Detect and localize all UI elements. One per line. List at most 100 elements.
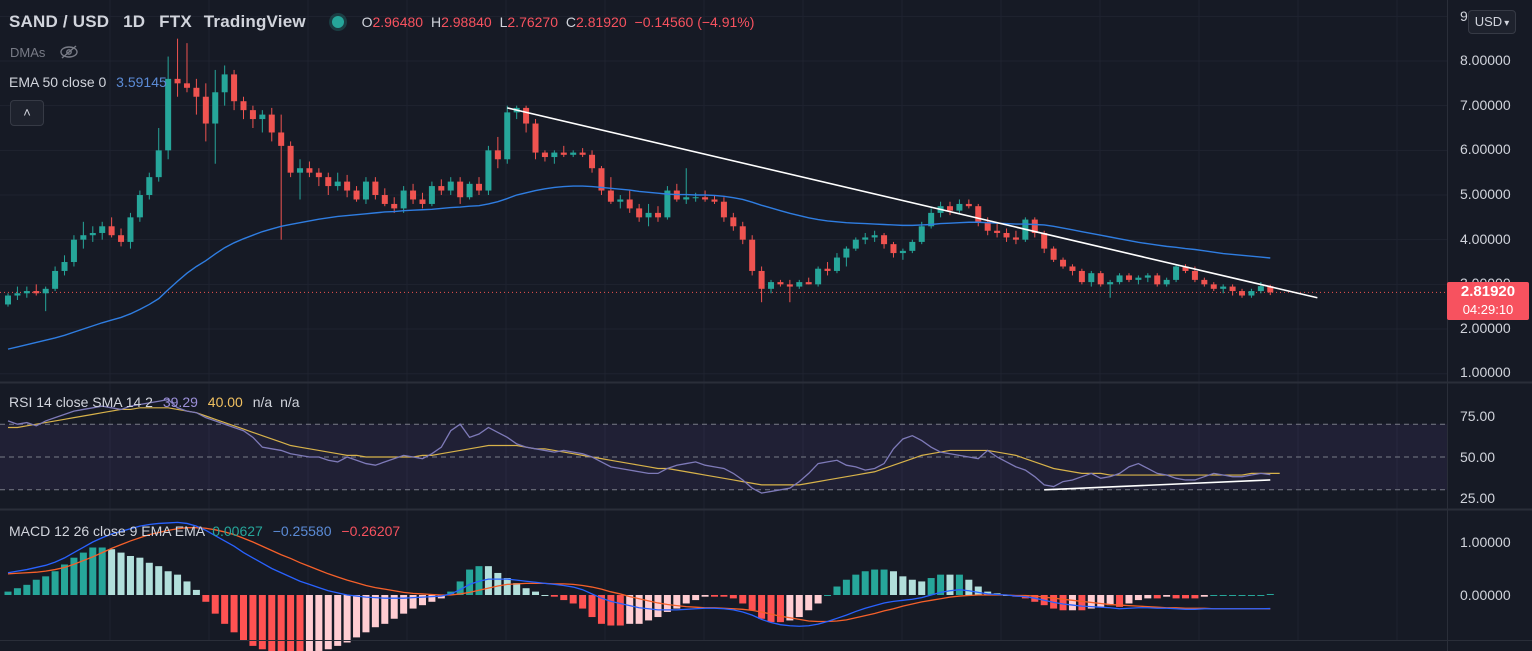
candle xyxy=(1135,275,1142,285)
macd-histogram-bar xyxy=(955,574,963,595)
macd-histogram-bar xyxy=(645,595,653,621)
dmas-legend[interactable]: DMAs xyxy=(10,44,79,62)
open-value: 2.96480 xyxy=(372,14,424,30)
interval[interactable]: 1D xyxy=(123,12,146,31)
macd-tick: 1.00000 xyxy=(1460,534,1511,550)
macd-legend[interactable]: MACD 12 26 close 9 EMA EMA 0.00627 −0.25… xyxy=(9,522,400,540)
candle xyxy=(824,262,831,276)
candle xyxy=(1210,282,1217,292)
ema-legend[interactable]: EMA 50 close 0 3.59145 xyxy=(9,73,167,91)
candle-body xyxy=(768,282,775,289)
candle xyxy=(1154,273,1161,287)
candle-body xyxy=(287,145,294,173)
macd-histogram-bar xyxy=(880,569,888,595)
price-pane[interactable] xyxy=(0,38,1447,350)
candle-body xyxy=(1003,232,1010,238)
candle xyxy=(956,199,963,213)
rsi-sma-line xyxy=(8,407,1280,486)
macd-histogram-bar xyxy=(748,595,756,611)
symbol-name[interactable]: SAND / USD xyxy=(9,12,110,31)
macd-histogram-bar xyxy=(362,595,370,633)
candle xyxy=(353,186,360,202)
candle xyxy=(212,69,219,164)
macd-histogram-bar xyxy=(400,595,408,614)
macd-histogram-bar xyxy=(1144,595,1152,599)
macd-histogram-bar xyxy=(701,595,709,597)
candle-body xyxy=(1257,286,1264,292)
close-value: 2.81920 xyxy=(576,14,627,30)
macd-histogram-bar xyxy=(89,547,97,595)
macd-histogram-bar xyxy=(117,552,125,595)
candle-body xyxy=(739,226,746,240)
eye-hidden-icon[interactable] xyxy=(59,45,79,60)
macd-histogram-bar xyxy=(588,595,596,618)
rsi-pane[interactable] xyxy=(0,398,1447,494)
macd-histogram-bar xyxy=(145,562,153,595)
macd-histogram-bar xyxy=(164,571,172,595)
candle-body xyxy=(1097,273,1104,285)
price-tick: 2.00000 xyxy=(1460,320,1511,336)
candle-body xyxy=(127,217,134,242)
candle xyxy=(476,177,482,196)
candle-body xyxy=(824,268,831,271)
macd-histogram-bar xyxy=(126,555,134,595)
macd-line xyxy=(7,521,1271,627)
chevron-down-icon: ▾ xyxy=(1504,18,1510,29)
candle xyxy=(560,145,567,158)
change-value: −0.14560 (−4.91%) xyxy=(634,14,755,30)
ema-value: 3.59145 xyxy=(116,74,167,90)
candle-body xyxy=(890,244,897,254)
macd-histogram-bar xyxy=(889,571,897,595)
bar-countdown: 04:29:10 xyxy=(1462,302,1514,317)
candle xyxy=(297,159,304,200)
candle-body xyxy=(560,152,567,155)
currency-select[interactable]: USD ▾ xyxy=(1468,10,1516,34)
candle xyxy=(202,83,209,142)
candle xyxy=(221,65,228,106)
candle-body xyxy=(1163,279,1170,285)
candle xyxy=(739,221,746,245)
candle xyxy=(410,183,417,204)
candle xyxy=(833,253,840,274)
candle-body xyxy=(1248,291,1255,296)
candle-body xyxy=(1031,219,1038,233)
macd-histogram-bar xyxy=(305,595,313,651)
candle-body xyxy=(99,226,106,233)
macd-histogram-bar xyxy=(79,552,87,595)
rsi-tick: 50.00 xyxy=(1460,449,1496,465)
candle xyxy=(1107,279,1114,298)
candle xyxy=(1097,270,1104,287)
candle xyxy=(1078,268,1085,285)
macd-histogram-bar xyxy=(871,569,879,595)
macd-histogram-bar xyxy=(1182,595,1189,599)
candle-body xyxy=(871,235,878,238)
macd-histogram-bar xyxy=(249,595,257,646)
candle-body xyxy=(1041,232,1048,249)
candle xyxy=(786,279,793,303)
candle-body xyxy=(570,152,577,155)
collapse-legend-button[interactable]: ˄ xyxy=(10,100,44,126)
candle-body xyxy=(42,288,49,294)
macd-histogram-bar xyxy=(899,576,907,595)
macd-histogram-bar xyxy=(626,595,634,624)
candle xyxy=(683,168,690,204)
rsi-legend[interactable]: RSI 14 close SMA 14 2 39.29 40.00 n/a n/… xyxy=(9,393,300,411)
candle-body xyxy=(994,230,1001,233)
macd-histogram-bar xyxy=(456,581,464,595)
macd-histogram-bar xyxy=(776,595,784,623)
candle-body xyxy=(202,96,209,124)
candle-body xyxy=(541,152,548,158)
chevron-up-icon: ˄ xyxy=(23,105,31,120)
macd-histogram-bar xyxy=(155,566,163,595)
macd-histogram-bar xyxy=(720,595,728,597)
candle-body xyxy=(975,206,982,222)
candle xyxy=(796,279,803,289)
macd-histogram-bar xyxy=(353,595,361,638)
candle xyxy=(1144,273,1151,283)
candle-body xyxy=(720,201,727,218)
macd-histogram-bar xyxy=(268,595,276,651)
candle-body xyxy=(1116,275,1123,283)
macd-pane[interactable] xyxy=(4,521,1274,651)
macd-histogram-bar xyxy=(287,595,295,651)
